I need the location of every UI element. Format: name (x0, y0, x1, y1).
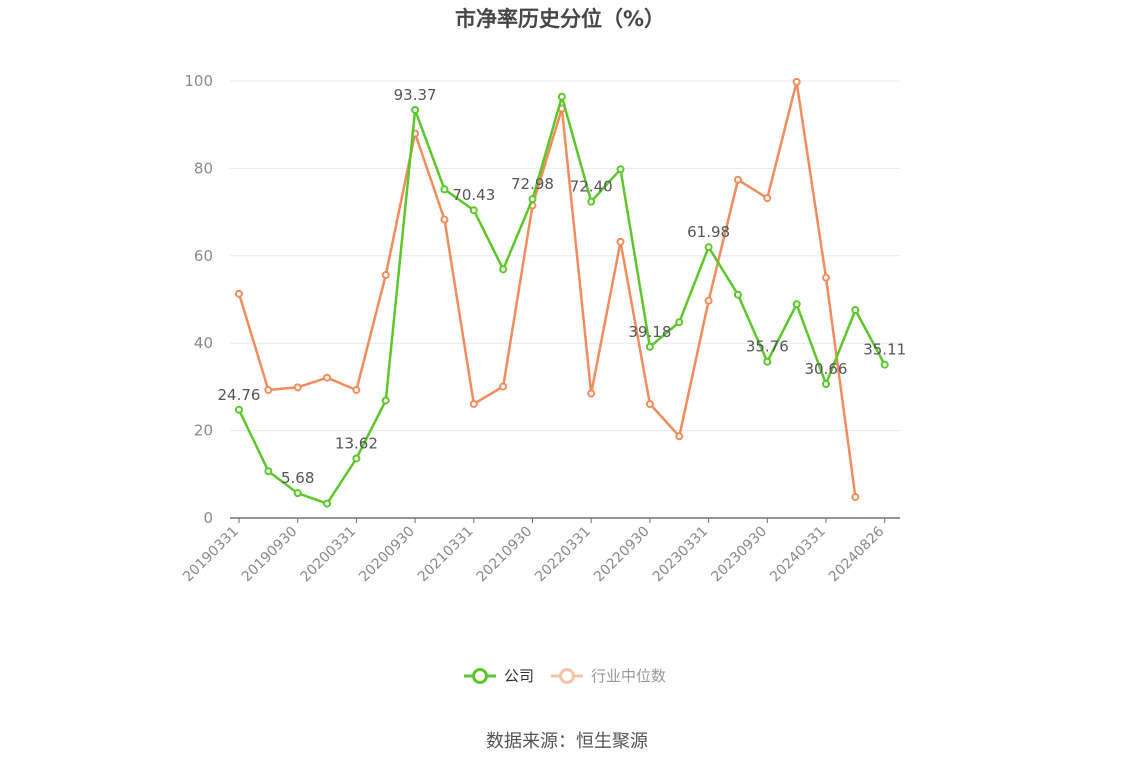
data-label: 13.62 (335, 434, 378, 452)
x-tick-label: 20220930 (591, 524, 653, 586)
data-label: 35.11 (863, 341, 906, 359)
data-point-industry[interactable] (851, 493, 860, 502)
data-point-industry[interactable] (704, 296, 713, 305)
data-point-company[interactable] (528, 195, 537, 204)
data-point-company[interactable] (616, 165, 625, 174)
x-tick-label: 20190331 (180, 524, 242, 586)
data-point-company[interactable] (822, 380, 830, 389)
x-tick-label: 20200930 (356, 524, 418, 586)
data-point-company[interactable] (293, 489, 302, 498)
data-source: 数据来源：恒生聚源 (486, 731, 648, 752)
data-label: 72.98 (511, 175, 554, 193)
data-label: 61.98 (687, 223, 730, 241)
x-tick-label: 20190930 (239, 524, 301, 586)
data-point-industry[interactable] (616, 237, 625, 246)
data-point-industry[interactable] (293, 383, 302, 392)
data-point-company[interactable] (499, 265, 508, 274)
data-point-industry[interactable] (792, 77, 801, 86)
data-point-industry[interactable] (675, 432, 684, 441)
data-label: 72.40 (570, 178, 613, 196)
data-point-company[interactable] (235, 405, 243, 414)
y-tick-label: 100 (184, 72, 213, 90)
legend-label-industry: 行业中位数 (591, 667, 666, 685)
data-label: 39.18 (628, 323, 671, 341)
legend-item-industry[interactable]: 行业中位数 (551, 667, 666, 685)
y-tick-label: 80 (194, 159, 213, 177)
data-point-industry[interactable] (235, 289, 243, 298)
data-point-company[interactable] (469, 206, 478, 215)
y-tick-label: 40 (194, 334, 213, 352)
data-point-company[interactable] (323, 499, 332, 508)
data-point-company[interactable] (440, 185, 449, 194)
legend-marker-industry (559, 668, 575, 684)
data-label: 30.66 (805, 360, 848, 378)
data-point-company[interactable] (733, 290, 742, 299)
data-label: 35.76 (746, 338, 789, 356)
data-label: 5.68 (281, 469, 314, 487)
data-label: 93.37 (394, 86, 437, 104)
data-point-industry[interactable] (352, 385, 361, 394)
data-point-industry[interactable] (587, 389, 596, 398)
data-point-company[interactable] (352, 454, 361, 463)
x-tick-label: 20200331 (298, 524, 360, 586)
data-point-industry[interactable] (733, 175, 742, 184)
y-tick-label: 0 (203, 509, 213, 527)
data-point-company[interactable] (381, 396, 390, 405)
legend-label-company: 公司 (504, 667, 534, 685)
data-point-industry[interactable] (645, 399, 654, 408)
legend-item-company[interactable]: 公司 (464, 667, 534, 685)
data-point-company[interactable] (792, 300, 801, 309)
axes: 0 20 40 60 80 100 2019033120190930202003312020… (180, 72, 900, 585)
x-tick-label: 20230930 (708, 524, 770, 586)
data-point-industry[interactable] (822, 273, 830, 282)
data-labels: 24.76 5.68 13.62 93.37 70.43 72.98 72.40 39.18 6… (218, 86, 907, 487)
data-point-industry[interactable] (763, 194, 772, 203)
grid-lines (230, 80, 900, 432)
data-point-industry[interactable] (264, 385, 273, 394)
x-tick-label: 20220331 (532, 524, 594, 586)
data-point-company[interactable] (587, 197, 596, 206)
data-point-company[interactable] (675, 318, 684, 327)
data-point-company[interactable] (763, 357, 772, 366)
data-point-company[interactable] (851, 305, 860, 314)
data-point-industry[interactable] (469, 399, 478, 408)
y-tick-label: 60 (194, 247, 213, 265)
data-point-industry[interactable] (381, 271, 390, 280)
data-point-company[interactable] (704, 243, 713, 252)
data-point-company[interactable] (557, 92, 566, 101)
chart-title: 市净率历史分位（%） (455, 7, 665, 31)
data-point-industry[interactable] (323, 373, 332, 382)
y-tick-label: 20 (194, 422, 213, 440)
data-point-industry[interactable] (440, 215, 449, 224)
data-label: 24.76 (218, 386, 261, 404)
x-tick-label: 20210331 (415, 524, 477, 586)
x-tick-label: 20230331 (650, 524, 712, 586)
data-point-company[interactable] (411, 105, 420, 114)
legend-marker-company (472, 668, 488, 684)
data-point-industry[interactable] (499, 382, 508, 391)
series-lines (235, 77, 889, 508)
data-point-company[interactable] (645, 342, 654, 351)
legend[interactable]: 公司 行业中位数 (464, 667, 666, 685)
x-tick-label: 20240331 (767, 524, 829, 586)
data-point-company[interactable] (880, 360, 889, 369)
series-line-industry (237, 80, 857, 498)
data-label: 70.43 (452, 186, 495, 204)
x-tick-label: 20210930 (474, 524, 536, 586)
x-tick-label: 20240826 (826, 523, 888, 585)
data-point-company[interactable] (264, 467, 273, 476)
